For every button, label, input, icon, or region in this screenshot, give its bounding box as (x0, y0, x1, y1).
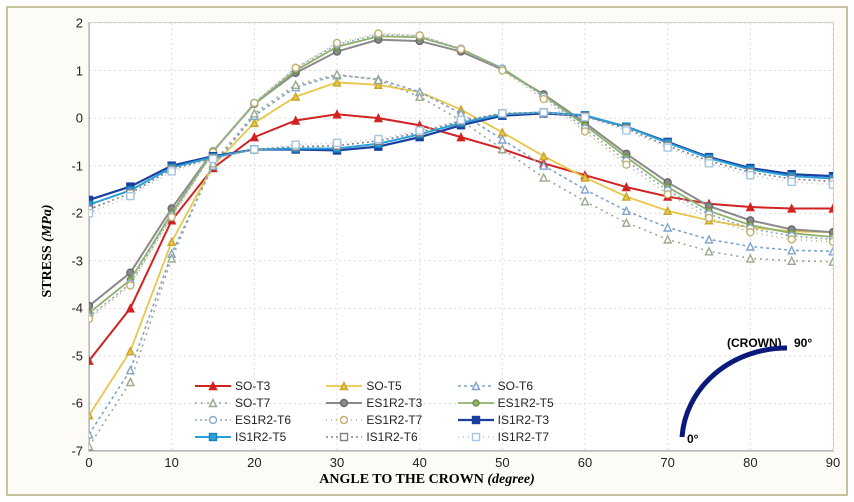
legend-label: ES1R2-T6 (235, 413, 291, 427)
x-axis-label: ANGLE TO THE CROWN (degree) (319, 472, 534, 488)
y-tick: 0 (76, 111, 83, 126)
x-tick: 10 (164, 455, 178, 470)
x-tick: 20 (247, 455, 261, 470)
x-tick: 80 (743, 455, 757, 470)
y-axis-label-text: STRESS (40, 245, 55, 297)
plot-area: SO-T3 SO-T5 SO-T6 SO-T7 ES1R2-T3 ES1R2-T5 ES1R… (88, 22, 834, 452)
x-tick: 90 (826, 455, 840, 470)
x-tick: 0 (85, 455, 92, 470)
legend-swatch (326, 430, 362, 444)
y-axis-label: STRESS (MPa) (40, 205, 56, 298)
inset-angle-bottom: 0° (687, 432, 699, 445)
legend-label: SO-T5 (366, 379, 401, 393)
legend-item: ES1R2-T6 (195, 411, 324, 428)
legend-item: SO-T7 (195, 394, 324, 411)
x-tick: 50 (495, 455, 509, 470)
legend-item: SO-T3 (195, 377, 324, 394)
legend-swatch (195, 379, 231, 393)
legend-swatch (326, 379, 362, 393)
x-axis-label-text: ANGLE TO THE CROWN (319, 472, 484, 487)
legend-item: ES1R2-T3 (326, 394, 455, 411)
y-tick: -7 (71, 444, 83, 459)
legend-label: SO-T7 (235, 396, 270, 410)
legend-label: ES1R2-T7 (366, 413, 422, 427)
x-tick: 70 (660, 455, 674, 470)
legend-swatch (326, 413, 362, 427)
legend-item: IS1R2-T6 (326, 428, 455, 445)
legend-item: ES1R2-T7 (326, 411, 455, 428)
series-ES1R2-T7 (89, 30, 833, 322)
y-tick: -6 (71, 396, 83, 411)
legend-label: ES1R2-T5 (498, 396, 554, 410)
legend-label: SO-T6 (498, 379, 533, 393)
inset-angle-top: 90° (794, 336, 812, 350)
legend-item: ES1R2-T5 (458, 394, 587, 411)
series-ES1R2-T6 (89, 31, 833, 320)
legend-swatch (458, 379, 494, 393)
legend-label: IS1R2-T3 (498, 413, 549, 427)
y-tick: -2 (71, 206, 83, 221)
legend-item: IS1R2-T3 (458, 411, 587, 428)
x-axis-label-unit: (degree) (487, 472, 534, 487)
y-axis-label-unit: (MPa) (40, 205, 55, 242)
y-tick: -3 (71, 253, 83, 268)
legend-label: IS1R2-T7 (498, 430, 549, 444)
y-tick: -4 (71, 301, 83, 316)
legend-swatch (326, 396, 362, 410)
legend-swatch (195, 396, 231, 410)
legend-item: IS1R2-T5 (195, 428, 324, 445)
inset-arc (682, 348, 787, 437)
legend-swatch (458, 430, 494, 444)
y-tick: -5 (71, 348, 83, 363)
series-ES1R2-T5 (89, 33, 833, 316)
legend-swatch (195, 430, 231, 444)
crown-inset: (CROWN) 90° 0° (647, 333, 817, 445)
legend-label: IS1R2-T5 (235, 430, 286, 444)
x-tick: 60 (578, 455, 592, 470)
legend-label: SO-T3 (235, 379, 270, 393)
series-SO-T3 (89, 111, 833, 364)
legend-swatch (458, 396, 494, 410)
legend-item: IS1R2-T7 (458, 428, 587, 445)
legend-item: SO-T5 (326, 377, 455, 394)
y-tick: -1 (71, 158, 83, 173)
chart-frame: STRESS (MPa) SO-T3 SO-T5 SO-T6 SO-T7 ES1R2-T… (6, 6, 848, 496)
legend-item: SO-T6 (458, 377, 587, 394)
y-tick: 2 (76, 16, 83, 31)
x-tick: 40 (412, 455, 426, 470)
legend: SO-T3 SO-T5 SO-T6 SO-T7 ES1R2-T3 ES1R2-T5 ES1R… (195, 377, 587, 445)
page: STRESS (MPa) SO-T3 SO-T5 SO-T6 SO-T7 ES1R2-T… (0, 0, 854, 502)
legend-swatch (458, 413, 494, 427)
x-tick: 30 (330, 455, 344, 470)
legend-label: ES1R2-T3 (366, 396, 422, 410)
y-tick: 1 (76, 63, 83, 78)
legend-label: IS1R2-T6 (366, 430, 417, 444)
legend-swatch (195, 413, 231, 427)
